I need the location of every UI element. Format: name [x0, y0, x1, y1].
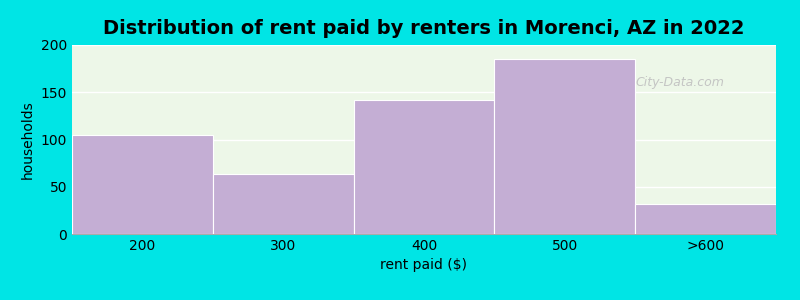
- Text: City-Data.com: City-Data.com: [635, 76, 724, 89]
- X-axis label: rent paid ($): rent paid ($): [381, 258, 467, 272]
- Bar: [494, 59, 635, 234]
- Bar: [354, 100, 494, 234]
- Bar: [72, 135, 213, 234]
- Y-axis label: households: households: [22, 100, 35, 179]
- Title: Distribution of rent paid by renters in Morenci, AZ in 2022: Distribution of rent paid by renters in …: [103, 19, 745, 38]
- Bar: [635, 204, 776, 234]
- Bar: [213, 175, 354, 234]
